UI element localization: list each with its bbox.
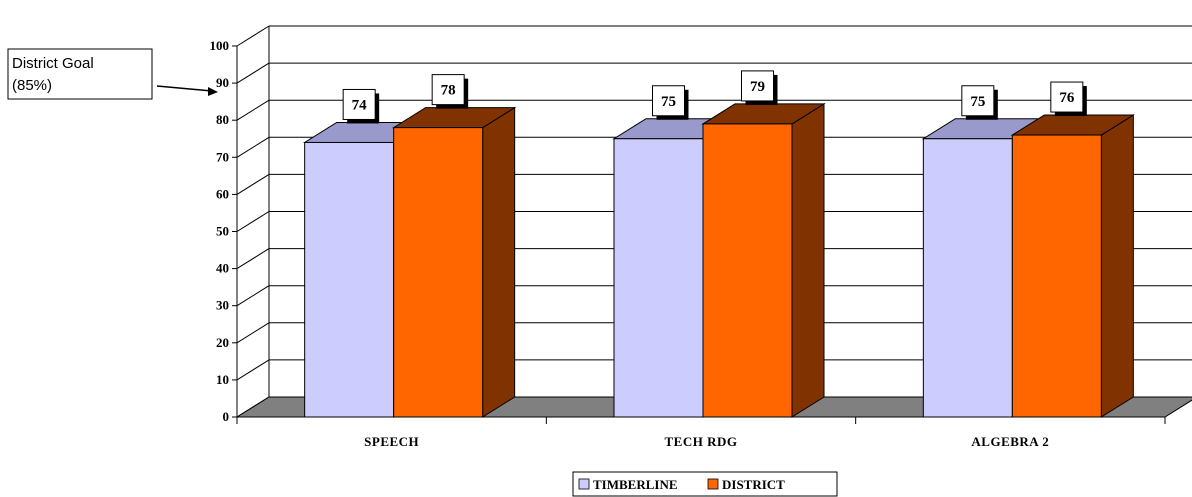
data-label: 78 — [441, 83, 456, 99]
goal-arrow — [156, 85, 213, 92]
side-wall-gridline — [236, 173, 270, 195]
goal-arrowhead — [208, 87, 218, 96]
y-tick-label: 90 — [216, 75, 229, 90]
bar — [1011, 134, 1102, 418]
y-tick-label: 60 — [216, 186, 229, 201]
legend-box — [572, 471, 838, 497]
bar — [702, 123, 793, 418]
data-label-box — [741, 70, 774, 102]
y-tick-label: 0 — [223, 409, 230, 424]
legend-swatch-district — [707, 478, 719, 490]
data-labels: 74 78 75 79 75 76 — [342, 70, 1087, 124]
y-tick-label: 10 — [216, 372, 229, 387]
bar — [613, 138, 704, 418]
y-axis: 0 10 20 30 40 50 60 70 80 90 100 — [210, 38, 238, 424]
data-label-box — [961, 85, 995, 117]
y-tick-label: 40 — [216, 261, 229, 276]
data-label: 76 — [1059, 90, 1075, 106]
bar-side — [482, 106, 516, 418]
goal-callout-box — [7, 48, 153, 100]
data-label: 75 — [661, 94, 676, 110]
bar-side — [791, 103, 825, 418]
y-tick-label: 20 — [216, 335, 229, 350]
legend-swatch-timberline — [578, 478, 590, 490]
bars — [302, 103, 1136, 418]
goal-callout-line1: District Goal — [12, 55, 94, 72]
data-label: 79 — [750, 79, 765, 95]
bar — [922, 138, 1013, 418]
y-tick-label: 30 — [216, 298, 229, 313]
legend-label-timberline: TIMBERLINE — [593, 477, 678, 492]
x-category-label: SPEECH — [364, 434, 419, 449]
side-wall-gridline — [236, 136, 270, 158]
side-wall-gridline — [236, 322, 270, 344]
side-wall-gridline — [236, 211, 270, 232]
bar — [393, 127, 484, 418]
side-wall-gridline — [236, 99, 270, 121]
data-label: 75 — [970, 94, 985, 110]
legend: TIMBERLINE DISTRICT — [572, 471, 838, 497]
goal-callout-line2: (85%) — [12, 77, 52, 94]
side-wall-gridline — [236, 359, 270, 381]
bar — [304, 141, 395, 418]
x-category-label: TECH RDG — [665, 434, 738, 449]
x-category-label: ALGEBRA 2 — [971, 434, 1049, 449]
y-tick-label: 100 — [210, 38, 230, 53]
data-label-box — [431, 74, 465, 106]
x-axis: SPEECH TECH RDG ALGEBRA 2 — [236, 416, 1166, 449]
data-label: 74 — [352, 97, 368, 113]
side-wall-gridline — [236, 25, 270, 47]
goal-callout: District Goal (85%) — [7, 48, 218, 100]
data-label-box — [1050, 81, 1084, 113]
y-tick-label: 80 — [216, 112, 229, 127]
side-wall-gridline — [236, 248, 270, 270]
bar-side — [1100, 114, 1134, 418]
legend-label-district: DISTRICT — [722, 477, 785, 492]
data-label-box — [652, 85, 685, 117]
side-wall-gridline — [236, 62, 270, 84]
y-tick-label: 70 — [216, 149, 229, 164]
side-wall-gridline — [236, 285, 270, 307]
y-tick-label: 50 — [216, 224, 229, 239]
data-label-box — [342, 88, 376, 120]
